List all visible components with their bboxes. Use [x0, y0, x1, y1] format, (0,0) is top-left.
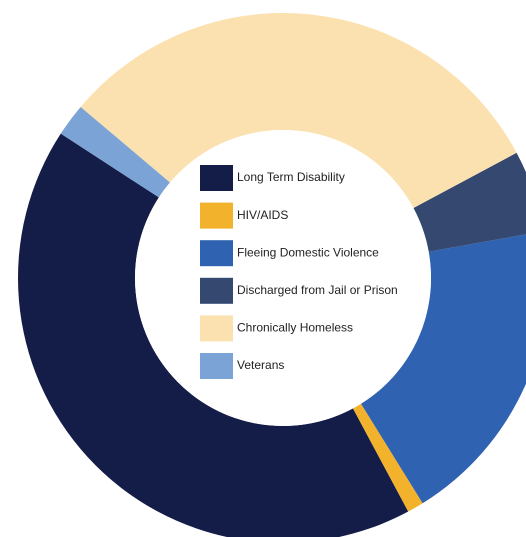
donut-slice	[413, 152, 526, 252]
donut-slice	[60, 106, 170, 198]
legend-swatch	[200, 165, 233, 191]
donut-slice	[360, 234, 526, 504]
legend-label: Veterans	[237, 358, 284, 372]
legend-swatch	[200, 202, 233, 229]
donut-slice	[80, 12, 517, 209]
donut-slice	[352, 403, 423, 512]
legend-swatch	[200, 315, 233, 342]
legend-label: Chronically Homeless	[237, 321, 353, 335]
legend-label: Fleeing Domestic Violence	[237, 245, 379, 259]
legend-swatch	[200, 240, 233, 267]
legend-label: Discharged from Jail or Prison	[237, 283, 398, 297]
legend-label: Long Term Disability	[237, 170, 345, 184]
legend-label: HIV/AIDS	[237, 208, 288, 222]
donut-slice	[18, 133, 409, 537]
legend-swatch	[200, 277, 233, 304]
legend-swatch	[200, 353, 233, 379]
